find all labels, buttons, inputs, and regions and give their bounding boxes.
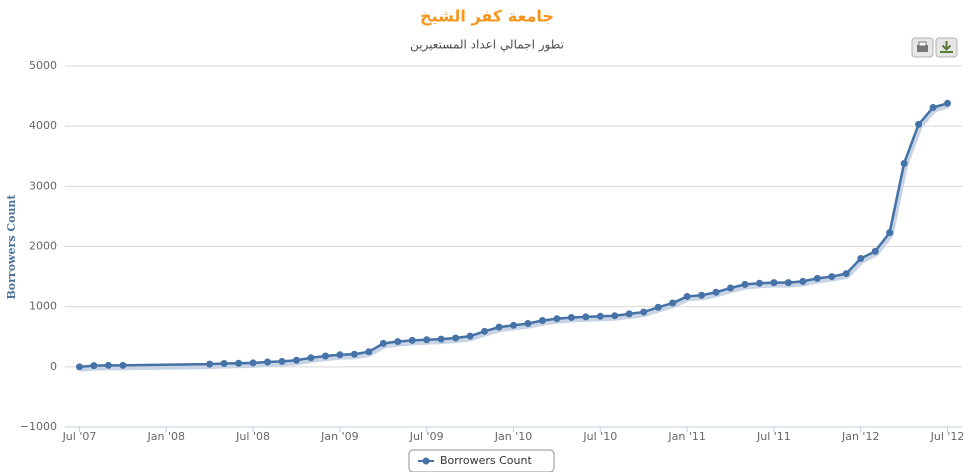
x-tick-label: Jan '10 — [494, 430, 532, 443]
point — [249, 359, 257, 367]
point — [510, 321, 517, 329]
x-tick-label: Jan '08 — [147, 430, 185, 443]
point — [784, 279, 792, 287]
point — [75, 363, 83, 371]
y-tick-label: 3000 — [29, 179, 57, 192]
y-tick-label: 0 — [50, 360, 57, 373]
x-tick-label: Jan '11 — [667, 430, 705, 443]
point — [495, 323, 503, 331]
point — [307, 354, 315, 362]
x-tick-label: Jul '12 — [930, 430, 965, 443]
point — [596, 312, 604, 320]
x-tick-label: Jul '07 — [62, 430, 97, 443]
point — [524, 320, 532, 328]
point — [683, 292, 691, 300]
x-tick-label: Jan '12 — [841, 430, 879, 443]
print-button[interactable] — [911, 37, 934, 58]
point — [929, 104, 937, 112]
point — [538, 317, 546, 325]
point — [104, 361, 112, 369]
point — [944, 99, 952, 107]
point — [770, 279, 778, 287]
y-tick-label: 1000 — [29, 300, 57, 313]
point — [278, 357, 286, 365]
chart-title: جامعة كفر الشيخ — [420, 7, 554, 26]
y-axis-title: Borrowers Count — [5, 194, 18, 300]
point — [206, 360, 214, 368]
point — [292, 356, 300, 364]
line-halo — [80, 102, 950, 372]
point — [336, 351, 344, 359]
x-tick-label: Jan '09 — [320, 430, 358, 443]
point — [582, 313, 590, 321]
chart-subtitle: تطور اجمالي اعداد المستعيرين — [410, 38, 564, 53]
point — [350, 350, 358, 358]
y-tick-label: 2000 — [29, 240, 57, 253]
point — [886, 229, 894, 237]
x-tick-label: Jul '08 — [235, 430, 270, 443]
point — [669, 299, 677, 307]
legend: Borrowers Count — [408, 449, 555, 472]
point — [119, 361, 127, 369]
x-tick-label: Jul '10 — [582, 430, 617, 443]
legend-item[interactable]: Borrowers Count — [418, 454, 532, 467]
point — [220, 360, 228, 368]
point — [567, 313, 575, 321]
point — [321, 352, 329, 360]
point — [423, 336, 431, 344]
point — [394, 338, 402, 346]
x-tick-label: Jul '09 — [409, 430, 444, 443]
y-tick-label: 4000 — [29, 119, 57, 132]
point — [828, 273, 836, 281]
point — [813, 274, 821, 282]
point — [553, 315, 561, 323]
point — [755, 279, 763, 287]
point — [799, 277, 807, 285]
point — [654, 303, 662, 311]
point — [625, 310, 633, 318]
point — [900, 159, 908, 167]
point — [408, 336, 416, 344]
point — [90, 362, 98, 370]
point — [698, 291, 706, 299]
point — [871, 247, 879, 255]
export-button[interactable] — [935, 37, 958, 58]
point — [466, 332, 474, 340]
point — [915, 120, 923, 128]
point — [437, 335, 445, 343]
point — [857, 255, 865, 263]
y-tick-label: −1000 — [20, 420, 57, 433]
point — [712, 288, 720, 296]
point — [727, 284, 735, 292]
point — [640, 308, 648, 316]
x-tick-label: Jul '11 — [756, 430, 791, 443]
legend-symbol — [422, 457, 430, 465]
legend-box — [408, 449, 555, 472]
point — [264, 358, 272, 366]
point — [452, 334, 460, 342]
point — [379, 339, 387, 347]
point — [235, 359, 243, 367]
y-tick-label: 5000 — [29, 59, 57, 72]
point — [741, 280, 749, 288]
point — [365, 348, 373, 356]
point — [611, 312, 619, 320]
point — [842, 270, 850, 278]
point — [481, 327, 489, 335]
legend-label: Borrowers Count — [440, 454, 532, 467]
